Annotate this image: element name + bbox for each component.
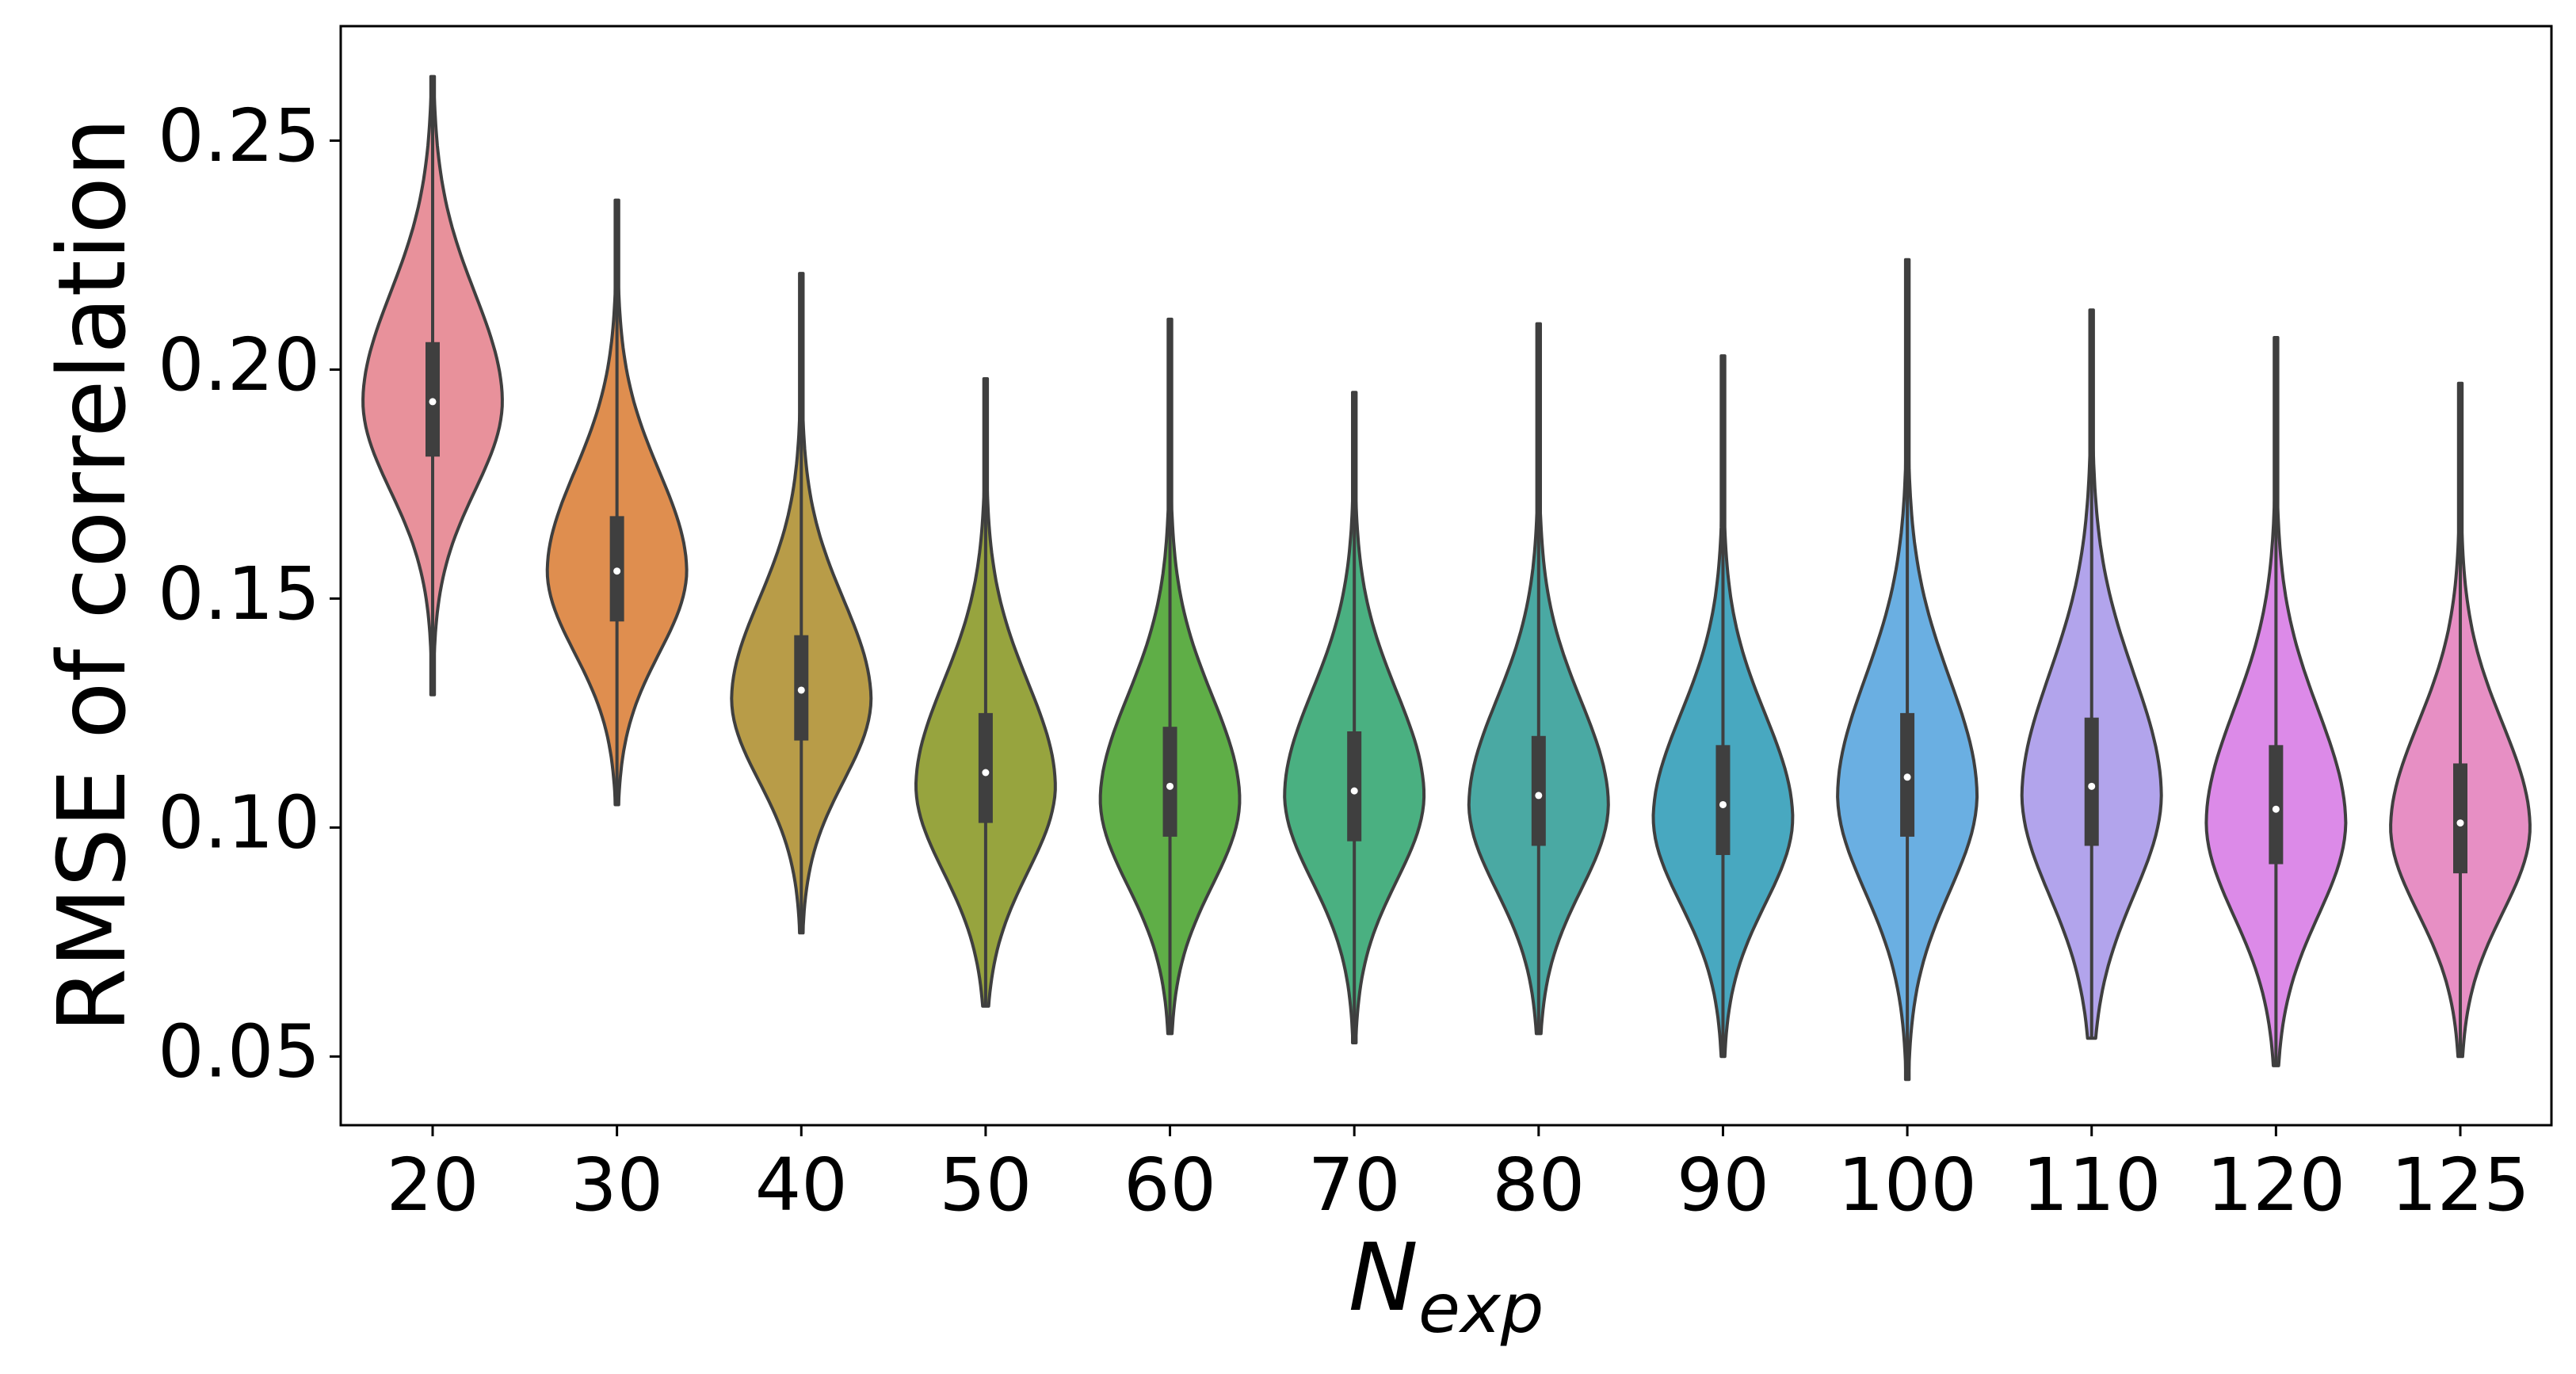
y-tick-label: 0.20	[158, 323, 320, 407]
x-ticks-group: 20 30 40 50 60 70 80 90 100 110 120 125	[386, 1125, 2530, 1227]
median-dot-70	[1350, 787, 1358, 795]
median-dot-20	[429, 398, 437, 406]
iqr-box-60	[1162, 727, 1177, 837]
iqr-box-110	[2084, 717, 2099, 846]
x-axis-title-subscript: exp	[1418, 1269, 1544, 1349]
x-tick-label: 60	[1124, 1143, 1216, 1227]
median-dot-30	[613, 567, 621, 575]
x-tick-label: 30	[571, 1143, 663, 1227]
x-tick-label: 50	[939, 1143, 1032, 1227]
y-ticks-group: 0.05 0.10 0.15 0.20 0.25	[158, 94, 341, 1094]
median-dot-120	[2272, 805, 2280, 813]
median-dot-60	[1166, 782, 1174, 790]
violins-group	[361, 74, 2532, 1082]
median-dot-110	[2088, 782, 2096, 790]
x-axis-title-main: N	[1349, 1223, 1418, 1332]
x-tick-label: 80	[1492, 1143, 1585, 1227]
iqr-box-50	[978, 712, 993, 823]
iqr-box-70	[1347, 731, 1362, 842]
x-tick-label: 40	[755, 1143, 848, 1227]
median-dot-90	[1719, 800, 1727, 808]
x-tick-label: 120	[2207, 1143, 2346, 1227]
x-tick-label: 20	[386, 1143, 479, 1227]
iqr-box-120	[2269, 745, 2284, 864]
x-tick-label: 100	[1838, 1143, 1977, 1227]
iqr-box-80	[1531, 735, 1546, 846]
median-dot-40	[797, 686, 805, 694]
x-axis-title: Nexp	[1349, 1223, 1544, 1349]
median-dot-80	[1535, 792, 1543, 800]
median-dot-50	[982, 769, 990, 777]
y-axis-title: RMSE of correlation	[37, 117, 147, 1032]
y-tick-label: 0.10	[158, 781, 320, 865]
y-tick-label: 0.05	[158, 1010, 320, 1094]
median-dot-125	[2456, 819, 2464, 827]
plot-background	[341, 26, 2551, 1125]
x-tick-label: 90	[1677, 1143, 1769, 1227]
x-tick-label: 70	[1308, 1143, 1401, 1227]
x-tick-label: 110	[2022, 1143, 2162, 1227]
y-tick-label: 0.25	[158, 94, 320, 178]
x-tick-label: 125	[2391, 1143, 2530, 1227]
iqr-box-90	[1715, 745, 1731, 856]
plot-frame	[339, 25, 2553, 1127]
iqr-box-125	[2453, 763, 2467, 874]
median-dot-100	[1903, 773, 1911, 781]
y-tick-label: 0.15	[158, 552, 320, 636]
